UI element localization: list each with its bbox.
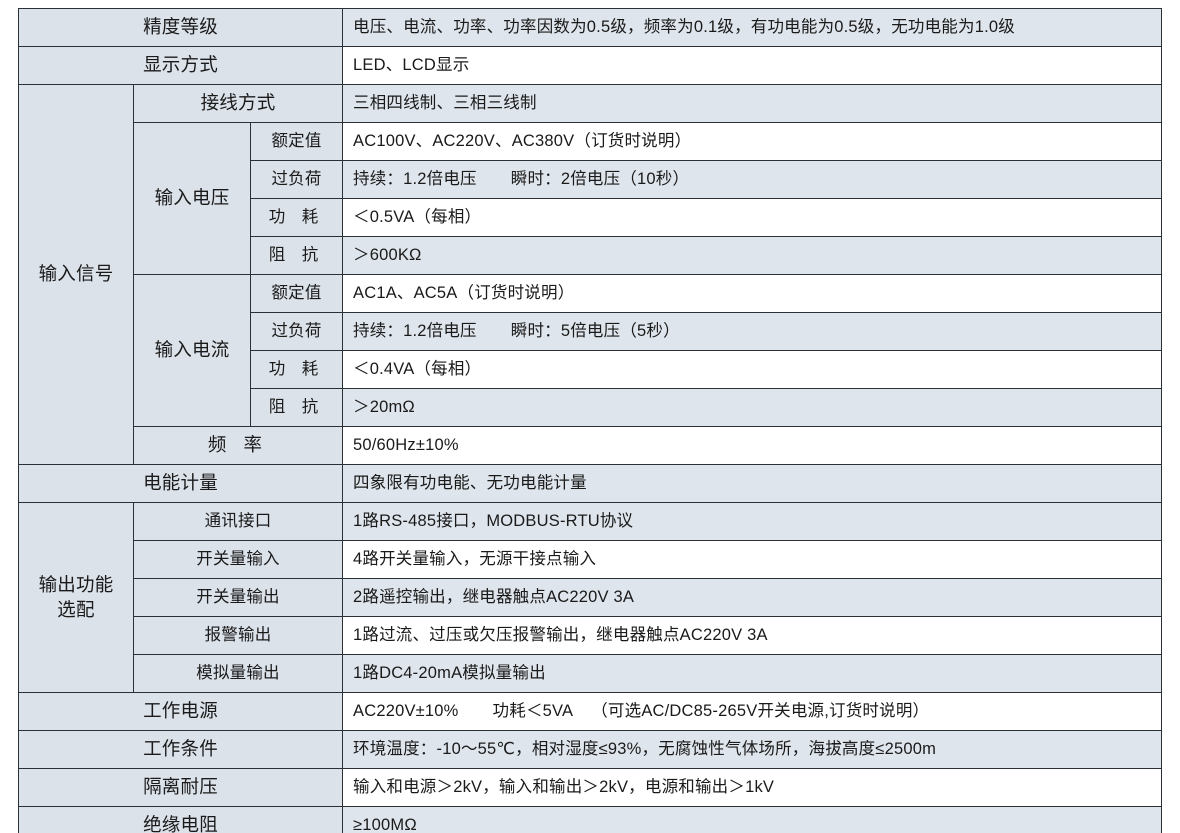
group-label-input-current: 输入电流 xyxy=(133,274,251,427)
group-label-input-voltage: 输入电压 xyxy=(133,122,251,275)
specification-table: 精度等级 电压、电流、功率、功率因数为0.5级，频率为0.1级，有功电能为0.5… xyxy=(18,8,1162,833)
row-value-working-power: AC220V±10% 功耗＜5VA （可选AC/DC85-265V开关电源,订货时说… xyxy=(342,692,1162,731)
table-row: 报警输出 1路过流、过压或欠压报警输出，继电器触点AC220V 3A xyxy=(19,616,1162,655)
table-row: 功 耗 ＜0.5VA（每相） xyxy=(19,198,1162,237)
row-value-current-impedance: ＞20mΩ xyxy=(342,388,1162,427)
table-row: 模拟量输出 1路DC4-20mA模拟量输出 xyxy=(19,654,1162,693)
table-row: 过负荷 持续：1.2倍电压 瞬时：5倍电压（5秒） xyxy=(19,312,1162,351)
table-row: 过负荷 持续：1.2倍电压 瞬时：2倍电压（10秒） xyxy=(19,160,1162,199)
row-label-di: 开关量输入 xyxy=(133,540,343,579)
row-value-current-rated: AC1A、AC5A（订货时说明） xyxy=(342,274,1162,313)
table-row: 功 耗 ＜0.4VA（每相） xyxy=(19,350,1162,389)
row-label-voltage-power: 功 耗 xyxy=(250,198,343,237)
row-label-insulation-resistance: 绝缘电阻 xyxy=(18,806,343,833)
table-row: 阻 抗 ＞20mΩ xyxy=(19,388,1162,427)
row-value-ao: 1路DC4-20mA模拟量输出 xyxy=(342,654,1162,693)
table-row: 输入电压 额定值 AC100V、AC220V、AC380V（订货时说明） xyxy=(19,122,1162,275)
row-value-display: LED、LCD显示 xyxy=(342,46,1162,85)
row-value-current-power: ＜0.4VA（每相） xyxy=(342,350,1162,389)
overload-continuous: 持续：1.2倍电压 xyxy=(353,170,477,189)
table-row: 电能计量 四象限有功电能、无功电能计量 xyxy=(18,464,1162,503)
output-function-line2: 选配 xyxy=(57,598,95,620)
table-row: 输入电流 额定值 AC1A、AC5A（订货时说明） xyxy=(19,274,1162,427)
row-label-do: 开关量输出 xyxy=(133,578,343,617)
row-value-insulation-resistance: ≥100MΩ xyxy=(342,806,1162,833)
row-label-current-rated: 额定值 xyxy=(250,274,343,313)
row-value-wiring: 三相四线制、三相三线制 xyxy=(342,84,1162,123)
row-value-do: 2路遥控输出，继电器触点AC220V 3A xyxy=(342,578,1162,617)
output-function-line1: 输出功能 xyxy=(38,573,114,595)
table-row: 绝缘电阻 ≥100MΩ xyxy=(18,806,1162,833)
row-label-current-overload: 过负荷 xyxy=(250,312,343,351)
table-row: 频 率 50/60Hz±10% xyxy=(19,426,1162,465)
table-row: 开关量输出 2路遥控输出，继电器触点AC220V 3A xyxy=(19,578,1162,617)
row-label-wiring: 接线方式 xyxy=(133,84,343,123)
row-label-ao: 模拟量输出 xyxy=(133,654,343,693)
row-value-current-overload: 持续：1.2倍电压 瞬时：5倍电压（5秒） xyxy=(342,312,1162,351)
row-value-accuracy: 电压、电流、功率、功率因数为0.5级，频率为0.1级，有功电能为0.5级，无功电… xyxy=(342,8,1162,47)
table-row: 工作电源 AC220V±10% 功耗＜5VA （可选AC/DC85-265V开关电源… xyxy=(18,692,1162,731)
overload-instant: 瞬时：5倍电压（5秒） xyxy=(510,322,680,341)
row-label-frequency: 频 率 xyxy=(133,426,343,465)
row-label-voltage-rated: 额定值 xyxy=(250,122,343,161)
row-value-energy-metering: 四象限有功电能、无功电能计量 xyxy=(342,464,1162,503)
row-label-working-power: 工作电源 xyxy=(18,692,343,731)
row-value-voltage-rated: AC100V、AC220V、AC380V（订货时说明） xyxy=(342,122,1162,161)
table-row: 工作条件 环境温度：-10～55℃，相对湿度≤93%，无腐蚀性气体场所，海拔高度… xyxy=(18,730,1162,769)
row-label-energy-metering: 电能计量 xyxy=(18,464,343,503)
row-value-isolation-voltage: 输入和电源＞2kV，输入和输出＞2kV，电源和输出＞1kV xyxy=(342,768,1162,807)
table-row: 输入信号 接线方式 三相四线制、三相三线制 xyxy=(18,84,1162,465)
working-power-voltage: AC220V±10% xyxy=(353,702,459,721)
row-label-working-condition: 工作条件 xyxy=(18,730,343,769)
overload-instant: 瞬时：2倍电压（10秒） xyxy=(510,170,690,189)
row-value-alarm-output: 1路过流、过压或欠压报警输出，继电器触点AC220V 3A xyxy=(342,616,1162,655)
row-label-display: 显示方式 xyxy=(18,46,343,85)
row-value-di: 4路开关量输入，无源干接点输入 xyxy=(342,540,1162,579)
table-row: 输出功能选配 通讯接口 1路RS-485接口，MODBUS-RTU协议 xyxy=(18,502,1162,693)
row-value-voltage-impedance: ＞600KΩ xyxy=(342,236,1162,275)
table-row: 精度等级 电压、电流、功率、功率因数为0.5级，频率为0.1级，有功电能为0.5… xyxy=(18,8,1162,47)
table-row: 开关量输入 4路开关量输入，无源干接点输入 xyxy=(19,540,1162,579)
overload-continuous: 持续：1.2倍电压 xyxy=(353,322,477,341)
row-label-isolation-voltage: 隔离耐压 xyxy=(18,768,343,807)
working-power-consumption: 功耗＜5VA xyxy=(492,702,574,721)
row-value-comm-interface: 1路RS-485接口，MODBUS-RTU协议 xyxy=(342,502,1162,541)
row-value-frequency: 50/60Hz±10% xyxy=(342,426,1162,465)
table-row: 隔离耐压 输入和电源＞2kV，输入和输出＞2kV，电源和输出＞1kV xyxy=(18,768,1162,807)
row-label-voltage-overload: 过负荷 xyxy=(250,160,343,199)
row-label-comm-interface: 通讯接口 xyxy=(133,502,343,541)
group-label-input-signal: 输入信号 xyxy=(18,84,134,465)
row-label-current-impedance: 阻 抗 xyxy=(250,388,343,427)
row-label-voltage-impedance: 阻 抗 xyxy=(250,236,343,275)
row-label-current-power: 功 耗 xyxy=(250,350,343,389)
row-value-voltage-power: ＜0.5VA（每相） xyxy=(342,198,1162,237)
row-label-accuracy: 精度等级 xyxy=(18,8,343,47)
row-value-voltage-overload: 持续：1.2倍电压 瞬时：2倍电压（10秒） xyxy=(342,160,1162,199)
row-label-alarm-output: 报警输出 xyxy=(133,616,343,655)
group-label-output-function: 输出功能 选配 xyxy=(18,502,134,693)
working-power-option: （可选AC/DC85-265V开关电源,订货时说明） xyxy=(591,702,930,721)
row-value-working-condition: 环境温度：-10～55℃，相对湿度≤93%，无腐蚀性气体场所，海拔高度≤2500… xyxy=(342,730,1162,769)
table-row: 显示方式 LED、LCD显示 xyxy=(18,46,1162,85)
